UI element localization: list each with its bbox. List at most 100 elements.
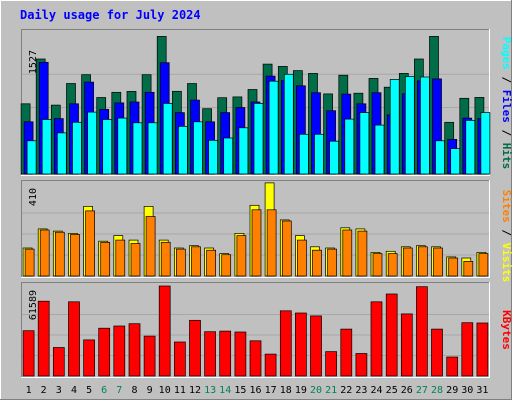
x-tick-label-day-12: 12 (189, 385, 201, 396)
x-tick-label-day-22: 22 (340, 385, 352, 396)
x-tick-label-day-31: 31 (476, 385, 488, 396)
bar-pages-day-27 (420, 76, 430, 175)
x-tick-label-day-16: 16 (249, 385, 261, 396)
bar-pages-day-19 (299, 133, 309, 175)
bar-pages-day-30 (465, 120, 476, 175)
bar-kbytes-day-10 (158, 285, 171, 377)
bar-pages-day-2 (41, 119, 52, 175)
bar-sites-day-2 (39, 229, 50, 277)
bar-sites-day-11 (176, 248, 186, 277)
bar-kbytes-day-31 (476, 322, 489, 377)
x-tick-label-day-29: 29 (446, 385, 458, 396)
x-tick-label-day-30: 30 (461, 385, 473, 396)
bar-sites-day-6 (100, 241, 111, 277)
legend-separator: / (500, 70, 512, 90)
bar-pages-day-31 (480, 112, 491, 175)
legend-label: Sites / Visits (500, 190, 512, 283)
x-tick-label-day-6: 6 (101, 385, 107, 396)
chart-panel-1: 1527 Pages / Files / Hits (20, 29, 512, 176)
legend-entry-files: Files (500, 90, 512, 123)
bar-pages-day-18 (283, 73, 294, 175)
bar-kbytes-day-18 (279, 310, 292, 377)
bar-sites-day-1 (24, 248, 35, 277)
bar-kbytes-day-26 (400, 313, 413, 377)
bar-sites-day-18 (281, 220, 292, 277)
bar-kbytes-day-23 (355, 353, 368, 377)
bar-pages-day-16 (253, 103, 264, 175)
bar-kbytes-day-14 (219, 330, 232, 377)
legend-label: Pages / Files / Hits (500, 37, 512, 170)
x-tick-label-day-2: 2 (41, 385, 47, 396)
bar-pages-day-20 (314, 133, 324, 175)
bar-sites-day-17 (266, 209, 277, 277)
legend-label: KBytes (500, 310, 512, 350)
x-tick-label-day-1: 1 (26, 385, 32, 396)
bar-pages-day-22 (344, 118, 355, 175)
bar-pages-day-11 (178, 126, 188, 175)
bar-kbytes-day-6 (98, 327, 111, 377)
x-tick-label-day-28: 28 (431, 385, 443, 396)
bar-sites-day-30 (463, 261, 474, 277)
x-tick-label-day-17: 17 (265, 385, 277, 396)
bar-sites-day-27 (418, 246, 428, 277)
bar-sites-day-4 (70, 234, 80, 277)
x-tick-label-day-27: 27 (416, 385, 428, 396)
bar-sites-day-15 (236, 235, 247, 277)
bar-kbytes-day-7 (113, 325, 126, 377)
bar-kbytes-day-5 (83, 339, 95, 377)
bar-sites-day-10 (160, 241, 171, 277)
legend-entry-pages: Pages (500, 37, 512, 70)
bar-sites-day-13 (206, 249, 216, 277)
bar-pages-day-29 (450, 148, 461, 175)
bar-sites-day-21 (327, 248, 337, 277)
bar-pages-day-7 (117, 117, 128, 175)
bar-sites-day-7 (115, 239, 126, 277)
bar-sites-day-20 (312, 249, 322, 277)
bar-kbytes-day-25 (385, 293, 398, 377)
x-tick-label-day-8: 8 (131, 385, 137, 396)
bar-kbytes-day-28 (431, 328, 443, 377)
bar-sites-day-9 (145, 216, 156, 277)
legend-entry-sites: Sites (500, 190, 512, 223)
x-tick-label-day-5: 5 (86, 385, 92, 396)
bar-kbytes-day-11 (174, 341, 186, 377)
bar-pages-day-3 (56, 132, 67, 175)
bar-kbytes-day-29 (446, 356, 459, 377)
x-tick-label-day-19: 19 (295, 385, 307, 396)
legend-entry-hits: Hits (500, 143, 512, 170)
bar-kbytes-day-22 (340, 328, 353, 377)
bar-sites-day-16 (251, 209, 262, 277)
bar-kbytes-day-8 (128, 323, 141, 377)
bar-pages-day-10 (162, 103, 173, 175)
bar-pages-day-14 (223, 137, 234, 175)
x-tick-label-day-9: 9 (147, 385, 153, 396)
legend-entry-kbytes: KBytes (500, 310, 512, 350)
bar-sites-day-5 (85, 210, 95, 277)
bar-kbytes-day-1 (22, 330, 35, 377)
y-max-label: 61589 (28, 290, 39, 320)
bar-sites-day-28 (433, 247, 443, 277)
x-tick-label-day-18: 18 (280, 385, 292, 396)
bar-sites-day-23 (357, 230, 368, 277)
x-tick-label-day-7: 7 (116, 385, 122, 396)
bar-kbytes-day-4 (68, 301, 80, 377)
bar-sites-day-14 (221, 254, 232, 277)
bar-kbytes-day-21 (325, 351, 337, 377)
x-tick-label-day-4: 4 (71, 385, 77, 396)
bar-pages-day-15 (238, 127, 249, 175)
chart-panel-3: 61589 KBytes (21, 282, 512, 378)
bar-pages-day-12 (193, 121, 203, 175)
bar-pages-day-5 (87, 111, 97, 175)
bar-kbytes-day-12 (189, 319, 201, 377)
bar-pages-day-24 (374, 124, 385, 175)
bar-sites-day-26 (402, 247, 413, 277)
bar-sites-day-19 (297, 239, 307, 277)
bar-kbytes-day-30 (461, 322, 474, 377)
bar-pages-day-6 (102, 119, 113, 175)
bar-pages-day-26 (404, 76, 415, 175)
bar-pages-day-1 (26, 140, 37, 175)
x-tick-label-day-23: 23 (355, 385, 367, 396)
chart-panel-2: 410 Sites / Visits (21, 180, 512, 282)
bar-kbytes-day-16 (249, 340, 262, 377)
